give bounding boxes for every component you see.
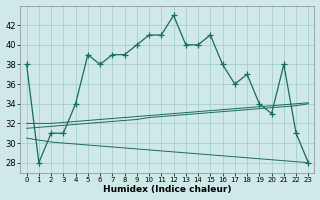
- X-axis label: Humidex (Indice chaleur): Humidex (Indice chaleur): [103, 185, 232, 194]
